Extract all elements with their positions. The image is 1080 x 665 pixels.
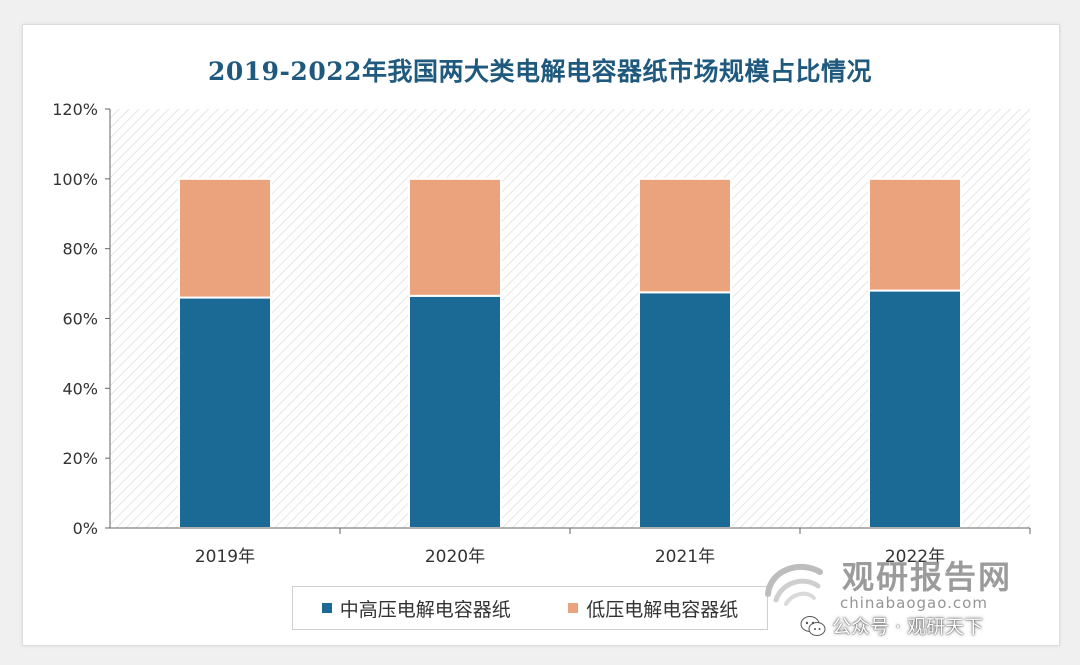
legend-label-series-1: 中高压电解电容器纸 xyxy=(339,598,511,621)
legend-item-series-1: 中高压电解电容器纸 xyxy=(321,595,511,622)
legend: 中高压电解电容器纸 低压电解电容器纸 xyxy=(292,586,768,630)
y-tick-label: 120% xyxy=(52,100,98,119)
watermark-account-text: 公众号 · 观研天下 xyxy=(832,616,984,638)
bar-high-medium-2019年 xyxy=(178,296,272,529)
x-tick-label: 2020年 xyxy=(425,547,485,567)
y-tick-label: 20% xyxy=(62,449,98,468)
swirl-logo-icon xyxy=(765,564,823,606)
legend-swatch-series-2 xyxy=(568,603,579,613)
bar-low-2021年 xyxy=(638,177,732,294)
bar-high-medium-2021年 xyxy=(638,291,732,529)
watermark-url: chinabaogao.com xyxy=(840,594,988,612)
x-tick-label: 2022年 xyxy=(885,547,945,567)
watermark: 观研报告网 chinabaogao.com 公众号 · 观研天下 xyxy=(760,548,1050,658)
bars-group xyxy=(178,177,962,530)
y-tick-label: 80% xyxy=(62,240,98,259)
legend-item-series-2: 低压电解电容器纸 xyxy=(568,595,738,622)
y-tick-label: 40% xyxy=(62,379,98,398)
legend-swatch-series-1 xyxy=(321,603,332,613)
bar-high-medium-2022年 xyxy=(868,289,962,530)
bar-high-medium-2020年 xyxy=(408,294,502,529)
axes-group: 0% 20% 40% 60% 80% 100% 120% 2019年 2020年 2021年 202… xyxy=(52,100,1031,567)
bar-low-2020年 xyxy=(408,177,502,297)
legend-label-series-2: 低压电解电容器纸 xyxy=(586,598,739,621)
x-tick-label: 2021年 xyxy=(655,547,715,567)
bar-low-2022年 xyxy=(868,177,962,292)
y-tick-label: 100% xyxy=(52,170,98,189)
x-tick-label: 2019年 xyxy=(195,547,255,567)
chart-title: 2019-2022年我国两大类电解电容器纸市场规模占比情况 xyxy=(207,57,873,86)
wechat-icon xyxy=(800,615,826,636)
bar-low-2019年 xyxy=(178,177,272,299)
watermark-brand: 观研报告网 xyxy=(842,558,1013,596)
y-tick-label: 0% xyxy=(73,519,98,538)
watermark-account: 公众号 · 观研天下 xyxy=(800,612,983,639)
y-tick-label: 60% xyxy=(62,310,98,329)
